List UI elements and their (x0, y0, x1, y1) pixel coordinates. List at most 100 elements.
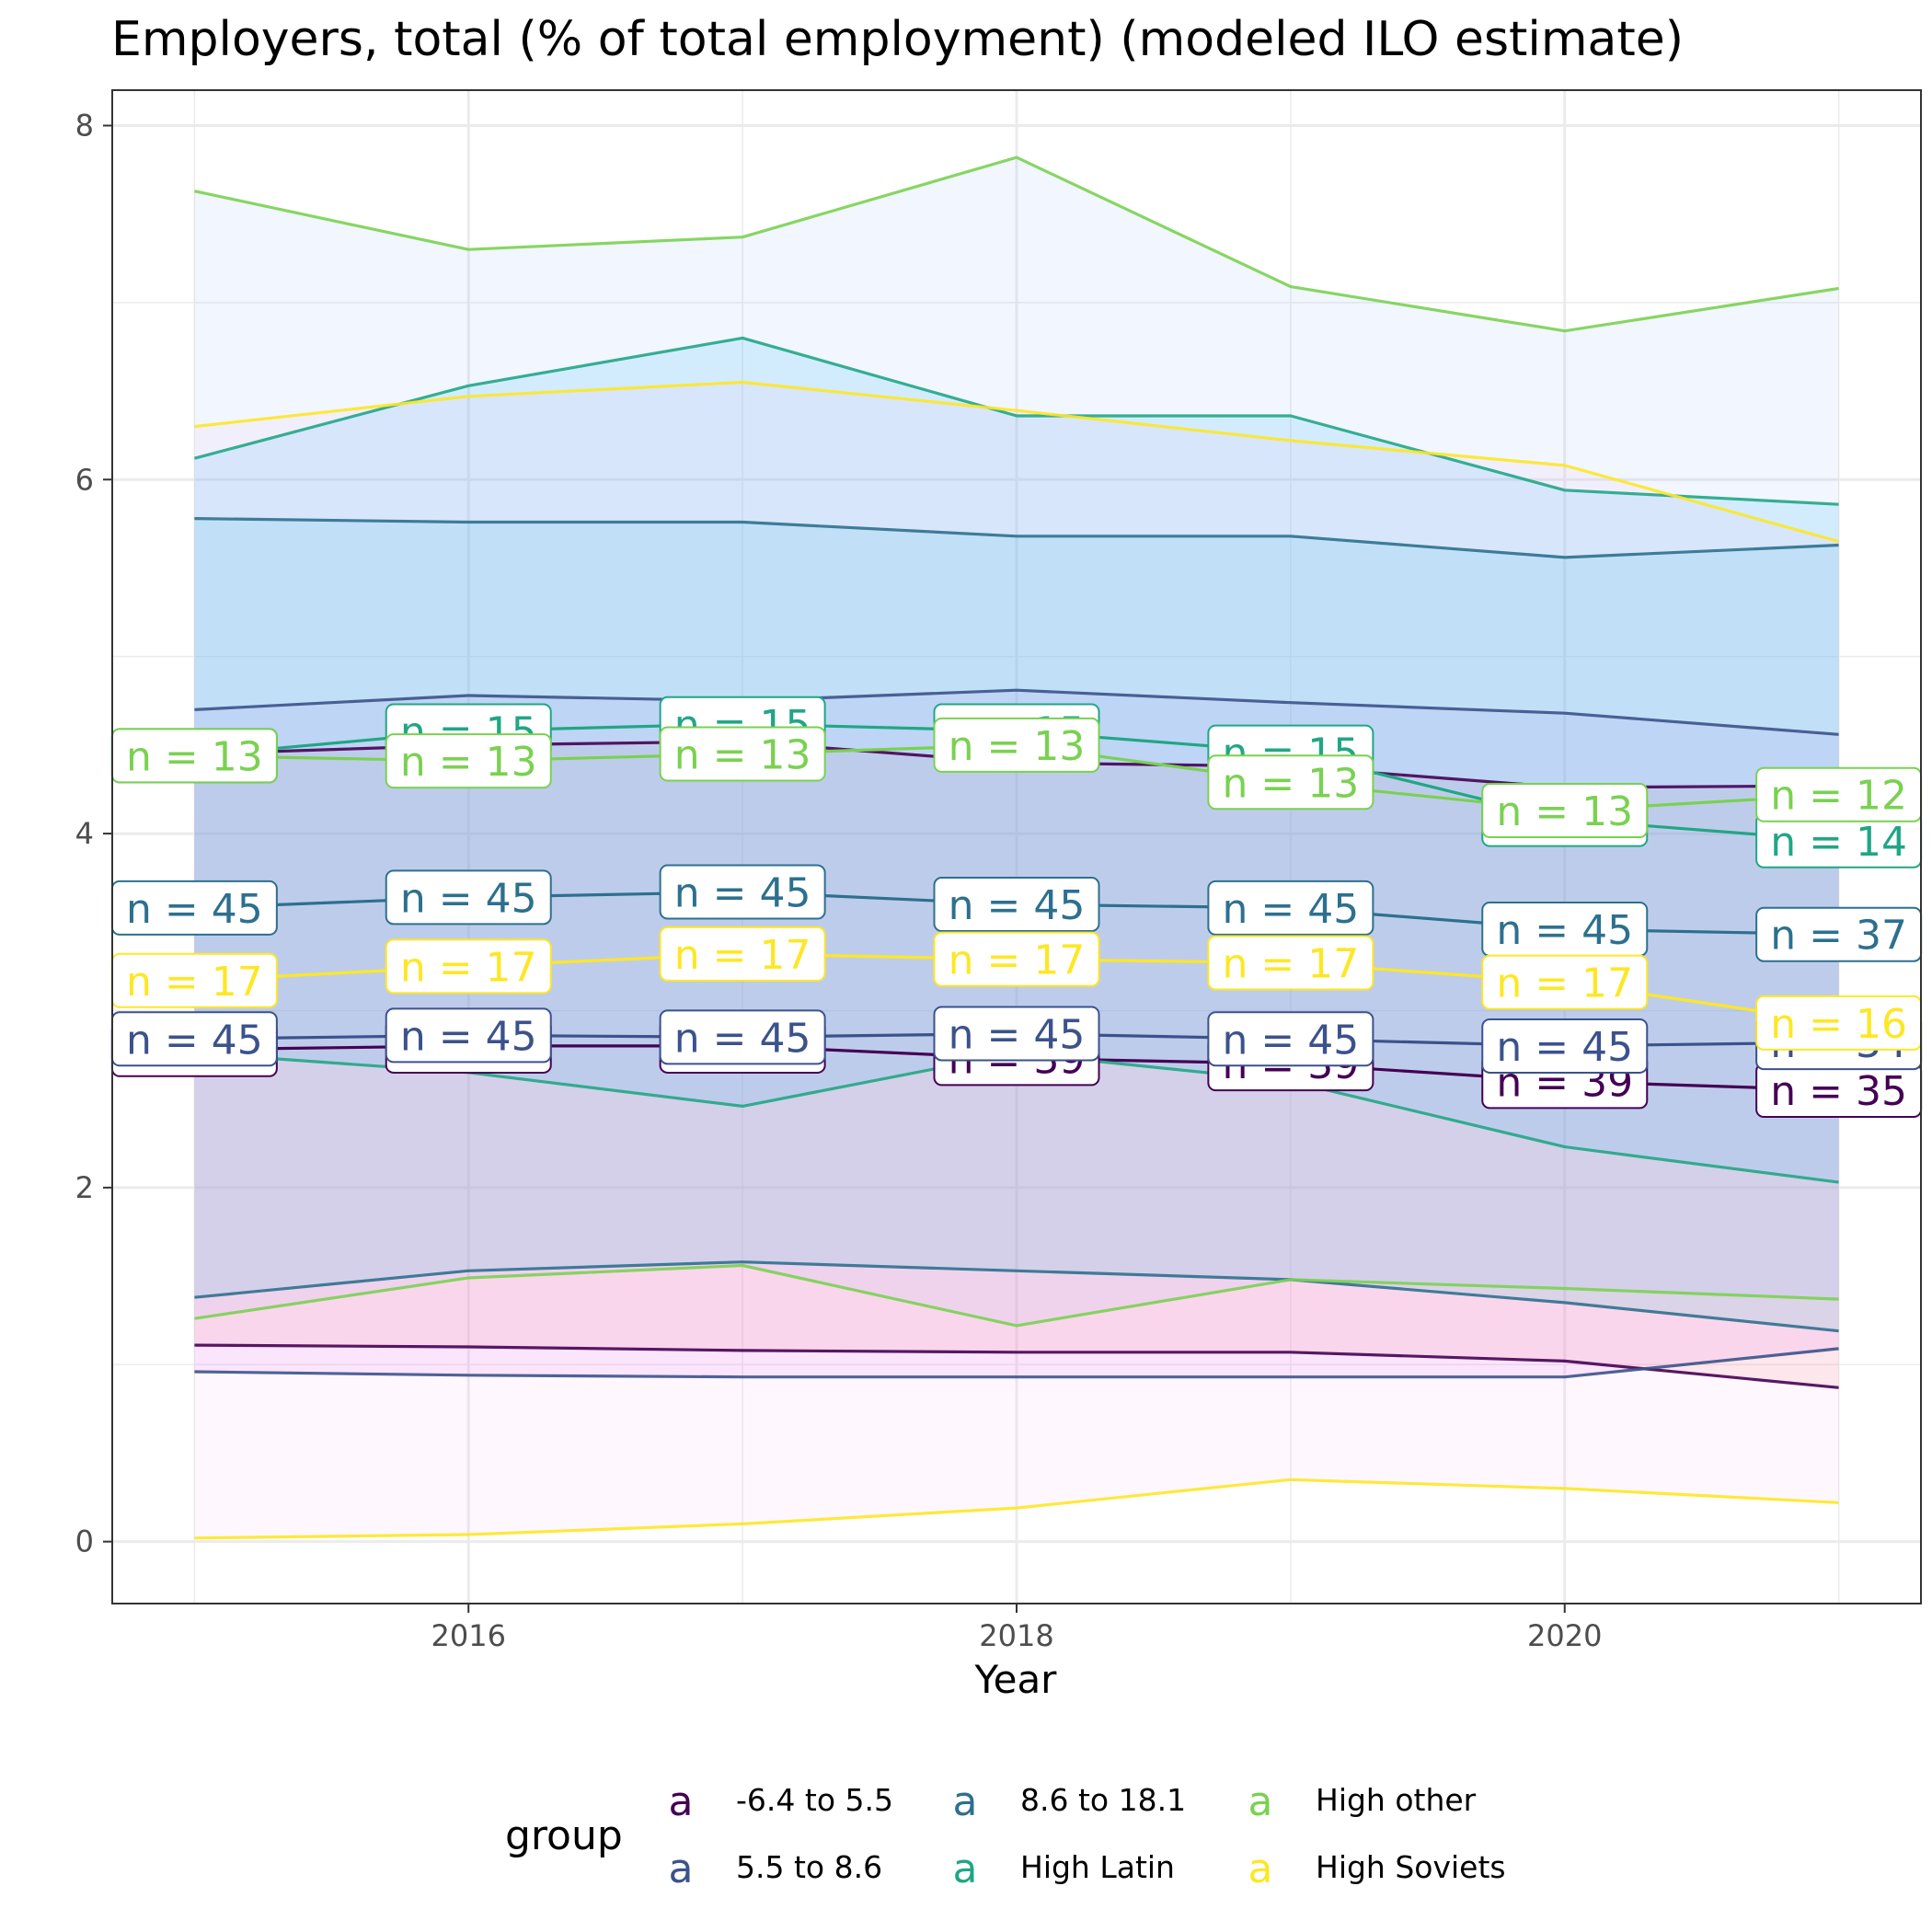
n-label: n = 45 (659, 864, 826, 920)
n-label-box (659, 926, 826, 982)
n-label-text: n = 45 (1496, 1024, 1633, 1071)
n-label-box (385, 869, 552, 926)
n-label-text: n = 45 (126, 886, 263, 933)
n-label-text: n = 45 (949, 1011, 1086, 1058)
legend-label: High other (1316, 1782, 1477, 1818)
n-label-text: n = 45 (674, 1015, 811, 1062)
n-label-box (933, 877, 1100, 933)
n-label-text: n = 13 (400, 739, 537, 786)
n-label: n = 13 (385, 733, 552, 789)
n-label: n = 35 (1755, 1063, 1923, 1119)
n-label: n = 13 (110, 728, 278, 784)
n-label-box (1207, 754, 1374, 811)
n-label: n = 37 (1755, 906, 1923, 962)
legend-key: a (953, 1778, 978, 1825)
n-label: n = 14 (1755, 812, 1923, 868)
n-label: n = 45 (385, 1007, 552, 1064)
high-line-high-latin (193, 336, 1839, 506)
y-tick-label: 2 (75, 1170, 94, 1205)
n-label-text: n = 16 (1770, 1001, 1907, 1048)
high-line-8-6-to-18-1 (194, 517, 1839, 559)
legend-item-high-other: a High other (1248, 1778, 1477, 1825)
legend-label: -6.4 to 5.5 (736, 1782, 893, 1818)
y-tick-label: 8 (75, 108, 94, 143)
n-label-text: n = 13 (126, 733, 263, 780)
n-label-text: n = 45 (949, 882, 1086, 929)
n-label-text: n = 13 (1223, 760, 1360, 807)
n-label: n = 17 (1207, 935, 1374, 991)
n-label-text: n = 17 (1496, 960, 1633, 1007)
n-label-text: n = 17 (674, 932, 811, 979)
n-label-text: n = 45 (400, 1013, 537, 1060)
legend-key: a (1248, 1846, 1273, 1892)
n-label: n = 17 (110, 952, 278, 1008)
n-label-box (1207, 880, 1374, 936)
low-line-high-soviets (194, 1478, 1839, 1540)
n-label: n = 45 (659, 1009, 826, 1065)
y-tick-label: 4 (75, 816, 94, 851)
legend-label: 8.6 to 18.1 (1020, 1782, 1186, 1818)
n-label-box (933, 717, 1100, 773)
x-tick-label: 2020 (1527, 1618, 1602, 1653)
n-label-box (385, 1007, 552, 1064)
n-label: n = 45 (1207, 1011, 1374, 1067)
legend-item-high-soviets: a High Soviets (1248, 1846, 1506, 1892)
legend-label: High Latin (1020, 1849, 1175, 1885)
n-label: n = 45 (1207, 880, 1374, 936)
n-label-box (1207, 1011, 1374, 1067)
n-label-text: n = 35 (1770, 1068, 1907, 1115)
n-label-box (933, 931, 1100, 987)
n-label-text: n = 45 (1223, 886, 1360, 933)
high-line-5-5-to-8-6 (194, 688, 1839, 736)
plot-panel: n = 45n = 45n = 45n = 39n = 39n = 39n = … (110, 90, 1923, 1604)
legend-item-6-4-to-5-5: a -6.4 to 5.5 (669, 1778, 893, 1825)
x-tick-label: 2016 (431, 1618, 506, 1653)
n-label: n = 17 (385, 938, 552, 995)
n-label-text: n = 13 (674, 731, 811, 778)
high-line-high-other (194, 155, 1839, 333)
n-label-text: n = 37 (1770, 913, 1907, 960)
low-line-8-6-to-18-1 (194, 1260, 1839, 1333)
n-label: n = 17 (933, 931, 1100, 987)
n-label: n = 45 (933, 877, 1100, 933)
n-label-text: n = 45 (126, 1017, 263, 1064)
n-label-text: n = 45 (674, 870, 811, 917)
n-label-box (659, 1009, 826, 1065)
n-label: n = 45 (110, 1011, 278, 1067)
legend-item-high-latin: a High Latin (953, 1846, 1175, 1892)
n-label-box (659, 726, 826, 782)
n-label: n = 45 (110, 880, 278, 936)
n-label-box (1207, 935, 1374, 991)
n-label: n = 12 (1755, 766, 1923, 822)
legend-title: group (505, 1812, 623, 1859)
legend-item-5-5-to-8-6: a 5.5 to 8.6 (669, 1846, 883, 1892)
n-label-text: n = 13 (1496, 788, 1633, 835)
n-label-box (933, 1006, 1100, 1062)
n-labels: n = 45n = 45n = 45n = 39n = 39n = 39n = … (110, 696, 1923, 1119)
n-label-box (385, 938, 552, 995)
n-label-box (1481, 783, 1649, 839)
n-label-box (1481, 954, 1649, 1010)
legend-label: High Soviets (1316, 1849, 1506, 1885)
n-label: n = 16 (1755, 995, 1923, 1051)
legend-item-8-6-to-18-1: a 8.6 to 18.1 (953, 1778, 1187, 1825)
n-label: n = 13 (1207, 754, 1374, 811)
n-label-text: n = 17 (949, 937, 1086, 984)
n-label-box (1481, 1018, 1649, 1074)
n-label-text: n = 13 (949, 723, 1086, 770)
n-label-box (385, 733, 552, 789)
legend-key: a (669, 1778, 694, 1825)
n-label-text: n = 17 (1223, 941, 1360, 988)
y-tick-label: 6 (75, 462, 94, 497)
n-label: n = 45 (1481, 1018, 1649, 1074)
n-label-text: n = 17 (126, 959, 263, 1006)
n-label: n = 45 (933, 1006, 1100, 1062)
low-line-5-5-to-8-6 (194, 1347, 1839, 1379)
legend-key: a (669, 1846, 694, 1892)
n-label-text: n = 45 (400, 875, 537, 922)
n-label: n = 13 (933, 717, 1100, 773)
n-label-box (659, 864, 826, 920)
low-line-high-other (194, 1263, 1839, 1328)
legend-label: 5.5 to 8.6 (736, 1849, 882, 1885)
n-label: n = 45 (385, 869, 552, 926)
